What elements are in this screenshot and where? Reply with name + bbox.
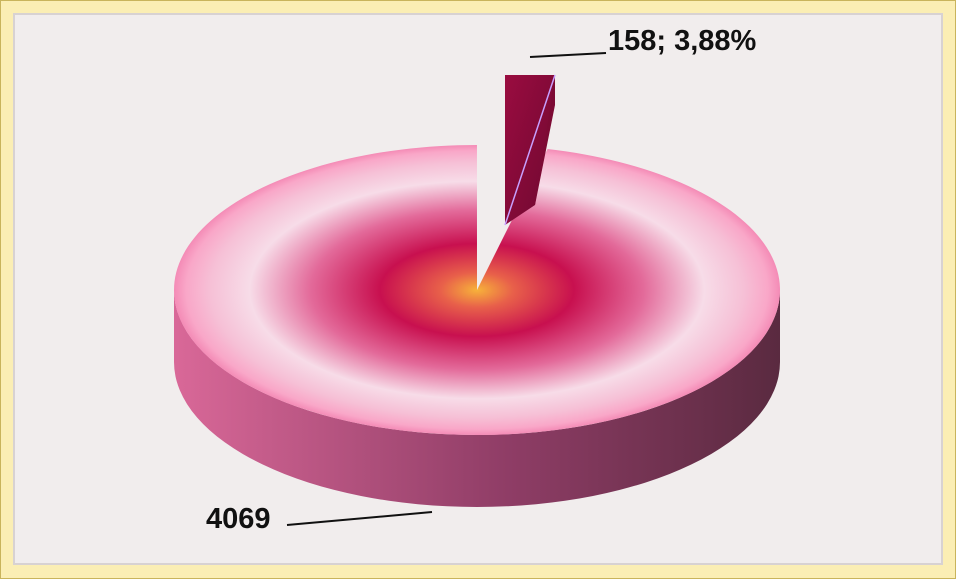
leader-line-4069 <box>286 511 433 526</box>
pie-slice-158-edge <box>504 74 556 226</box>
data-label-158: 158; 3,88% <box>608 25 757 57</box>
pie-slice-4069-side <box>174 290 780 507</box>
pie-slice-4069 <box>173 145 780 436</box>
data-label-4069: 4069 <box>206 503 271 535</box>
leader-line-158 <box>529 52 607 58</box>
